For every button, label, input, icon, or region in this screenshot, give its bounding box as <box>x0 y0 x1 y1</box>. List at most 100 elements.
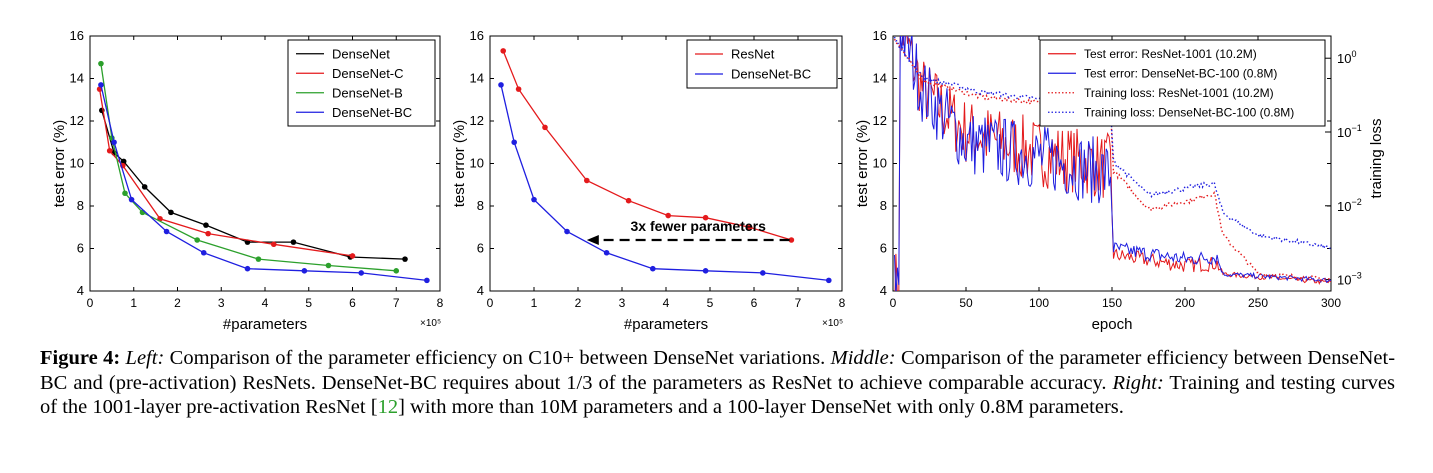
data-point <box>168 209 174 216</box>
x-tick-label: 3 <box>619 296 626 310</box>
figure-charts: 0 1 2 3 4 5 6 7 8 4 6 8 10 12 14 16 #parameters test erro… <box>51 28 1385 333</box>
y-axis-label: test error (%) <box>854 120 871 208</box>
x-axis-label: #parameters <box>624 316 708 333</box>
x-axis-label: epoch <box>1092 316 1133 333</box>
x-tick-label: 5 <box>707 296 714 310</box>
data-point <box>106 147 113 154</box>
x-tick-label: 3 <box>218 296 225 310</box>
data-point <box>111 139 117 146</box>
data-point <box>625 197 632 204</box>
legend-entry: ResNet <box>731 47 775 62</box>
data-point <box>702 268 709 274</box>
y2-tick-label: 10−3 <box>1337 271 1362 288</box>
data-point <box>290 239 297 245</box>
y-tick-label: 4 <box>477 283 484 298</box>
data-point <box>402 256 408 262</box>
x-tick-label: 5 <box>305 296 312 310</box>
training-loss-line <box>893 36 1331 251</box>
x-tick-label: 6 <box>751 296 758 310</box>
legend-entry: Test error: DenseNet-BC-100 (0.8M) <box>1084 67 1277 81</box>
annotation-arrowhead <box>586 235 599 245</box>
data-point <box>603 249 610 256</box>
y-tick-label: 8 <box>77 198 84 213</box>
chart-2: 0 50 100 150 200 250 300 4 6 8 10 12 14 16 epoch test e… <box>854 28 1385 333</box>
data-point <box>358 270 365 276</box>
data-point <box>498 82 504 88</box>
data-point <box>141 184 148 190</box>
series-line <box>500 84 829 282</box>
data-point <box>139 209 146 216</box>
y-tick-label: 16 <box>70 28 84 43</box>
y-tick-label: 10 <box>70 156 84 171</box>
y-tick-label: 8 <box>477 198 484 213</box>
x-tick-label: 8 <box>839 296 846 310</box>
y2-tick-label: 10−2 <box>1337 197 1362 214</box>
data-point <box>203 222 209 228</box>
y2-axis-label: training loss <box>1368 118 1385 198</box>
data-point <box>349 253 356 259</box>
x-tick-label: 50 <box>959 296 973 310</box>
citation-link[interactable]: 12 <box>377 396 399 418</box>
data-point <box>500 48 507 54</box>
caption-middle-text: Comparison of the parameter efficiency b… <box>40 347 1396 394</box>
y-tick-label: 14 <box>873 71 887 86</box>
legend-entry: Training loss: DenseNet-BC-100 (0.8M) <box>1084 106 1294 120</box>
y-tick-label: 12 <box>70 113 84 128</box>
y-tick-label: 4 <box>77 283 84 298</box>
caption-middle-title: Middle: <box>830 347 896 369</box>
x-tick-label: 7 <box>393 296 400 310</box>
legend-entry: DenseNet <box>332 46 390 61</box>
x-tick-label: 100 <box>1029 296 1049 310</box>
y-tick-label: 14 <box>70 71 84 86</box>
caption-left-title: Left: <box>125 347 165 369</box>
legend-entry: DenseNet-C <box>332 66 404 81</box>
x-tick-label: 300 <box>1321 296 1341 310</box>
x-tick-label: 0 <box>487 296 494 310</box>
x-tick-label: 250 <box>1248 296 1268 310</box>
data-point <box>531 196 537 203</box>
y-tick-label: 6 <box>880 241 887 256</box>
x-axis-label: #parameters <box>223 316 307 333</box>
caption-right-title: Right: <box>1112 371 1164 394</box>
data-point <box>542 124 548 131</box>
figure-caption: Figure 4: Left: Comparison of the parame… <box>40 346 1395 420</box>
x-tick-label: 4 <box>663 296 670 310</box>
data-point <box>393 268 400 274</box>
data-point <box>665 212 671 219</box>
data-point <box>760 270 766 276</box>
x-tick-label: 0 <box>87 296 94 310</box>
x-tick-label: 8 <box>437 296 444 310</box>
annotation-text: 3x fewer parameters <box>630 218 766 234</box>
data-point <box>270 241 277 248</box>
y-tick-label: 4 <box>880 283 887 298</box>
data-point <box>325 262 332 269</box>
data-point <box>564 228 570 235</box>
legend-box <box>1039 39 1326 127</box>
legend-entry: DenseNet-B <box>332 85 403 100</box>
y2-tick-label: 100 <box>1337 49 1356 66</box>
x-tick-label: 2 <box>174 296 181 310</box>
data-point <box>826 277 832 284</box>
y-tick-label: 12 <box>470 113 484 128</box>
x-tick-label: 4 <box>262 296 269 310</box>
y-tick-label: 16 <box>873 28 887 43</box>
caption-label: Figure 4: <box>40 347 121 369</box>
x-tick-label: 150 <box>1102 296 1122 310</box>
series-line <box>101 110 406 260</box>
y-tick-label: 14 <box>470 71 484 86</box>
data-point <box>194 237 200 243</box>
data-point <box>244 265 251 272</box>
legend-entry: DenseNet-BC <box>731 67 811 82</box>
data-point <box>128 196 135 203</box>
data-point <box>424 277 430 284</box>
data-point <box>650 265 656 272</box>
x-tick-label: 0 <box>890 296 897 310</box>
caption-right-text-a: Training and testing curves of the 1001-… <box>40 371 1395 419</box>
data-point <box>584 177 590 184</box>
data-point <box>163 228 170 235</box>
x-multiplier-label: ×10⁵ <box>420 318 441 329</box>
data-point <box>515 86 522 92</box>
y-tick-label: 6 <box>477 241 484 256</box>
